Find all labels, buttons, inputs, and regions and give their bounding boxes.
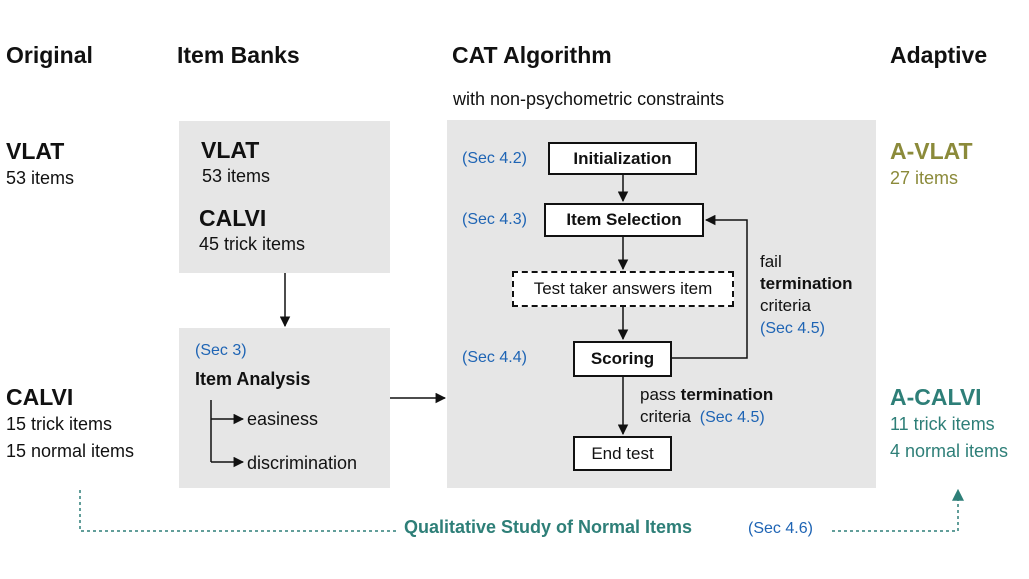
pass-termination: termination xyxy=(680,385,774,404)
bank-calvi-items: 45 trick items xyxy=(199,234,306,254)
pass-criteria-line: criteria (Sec 4.5) xyxy=(640,407,765,427)
test-taker-answers-box: Test taker answers item xyxy=(512,271,734,307)
fail-criteria: criteria xyxy=(760,296,812,315)
qualitative-connector-right xyxy=(832,488,964,532)
original-calvi-title: CALVI xyxy=(6,384,74,410)
item-analysis-title: Item Analysis xyxy=(195,369,311,389)
scoring-box: Scoring xyxy=(573,341,672,377)
original-vlat-items: 53 items xyxy=(6,168,75,188)
original-calvi-trick: 15 trick items xyxy=(6,414,113,434)
initialization-label: Initialization xyxy=(573,148,672,168)
bank-vlat-items: 53 items xyxy=(202,166,271,186)
item-analysis-easiness: easiness xyxy=(247,409,319,429)
end-test-box: End test xyxy=(573,436,672,471)
test-taker-answers-label: Test taker answers item xyxy=(533,279,713,298)
item-selection-ref: (Sec 4.3) xyxy=(462,211,527,228)
fail-word: fail xyxy=(760,252,782,271)
scoring-ref: (Sec 4.4) xyxy=(462,349,527,366)
item-selection-box: Item Selection xyxy=(544,203,704,237)
fail-termination: termination xyxy=(760,274,853,293)
fail-ref: (Sec 4.5) xyxy=(760,320,825,337)
pass-ref: (Sec 4.5) xyxy=(699,409,765,426)
original-calvi-normal: 15 normal items xyxy=(6,441,135,461)
header-adaptive: Adaptive xyxy=(890,42,988,68)
bank-calvi-title: CALVI xyxy=(199,205,267,231)
original-vlat-title: VLAT xyxy=(6,138,65,164)
end-test-label: End test xyxy=(591,443,654,463)
qualitative-study-label: Qualitative Study of Normal Items xyxy=(404,517,693,537)
item-analysis-discrimination: discrimination xyxy=(247,453,358,473)
pass-termination-line: pass termination xyxy=(640,385,773,405)
adaptive-avlat-title: A-VLAT xyxy=(890,138,973,164)
header-original: Original xyxy=(6,42,93,68)
qualitative-study-ref: (Sec 4.6) xyxy=(748,520,813,537)
pass-word: pass xyxy=(640,385,676,404)
cat-subtitle: with non-psychometric constraints xyxy=(453,89,725,109)
initialization-box: Initialization xyxy=(548,142,697,175)
adaptive-acalvi-title: A-CALVI xyxy=(890,384,982,410)
adaptive-acalvi-trick: 11 trick items xyxy=(890,414,995,434)
adaptive-acalvi-normal: 4 normal items xyxy=(890,441,1009,461)
item-selection-label: Item Selection xyxy=(566,210,682,229)
header-cat-algorithm: CAT Algorithm xyxy=(452,42,612,68)
pass-criteria: criteria xyxy=(640,407,692,426)
bank-vlat-title: VLAT xyxy=(201,137,260,163)
qualitative-connector-left xyxy=(79,490,398,532)
initialization-ref: (Sec 4.2) xyxy=(462,150,527,167)
item-banks-panel xyxy=(179,121,390,273)
scoring-label: Scoring xyxy=(590,349,655,368)
item-analysis-ref: (Sec 3) xyxy=(195,342,247,359)
adaptive-avlat-items: 27 items xyxy=(890,168,959,188)
header-item-banks: Item Banks xyxy=(177,42,300,68)
